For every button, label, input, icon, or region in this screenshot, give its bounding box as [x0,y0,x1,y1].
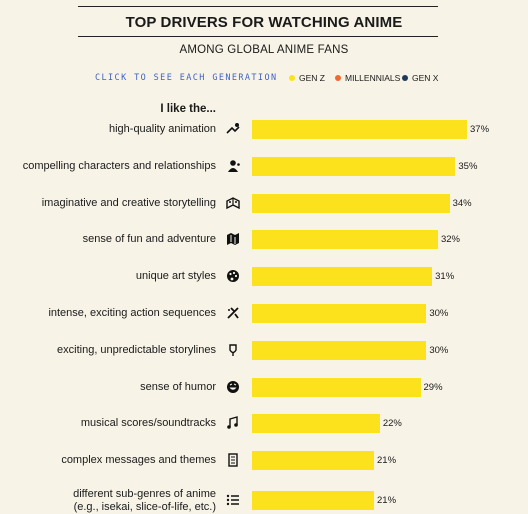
bar-value-label: 34% [452,197,472,209]
chart-subtitle: AMONG GLOBAL ANIME FANS [179,44,349,56]
bar[interactable] [252,156,456,176]
bar-value-label: 21% [377,495,397,506]
legend-label-gen-z: GEN Z [299,73,325,83]
bar[interactable] [252,304,427,323]
bar-value-label: 22% [382,418,402,430]
bar-category-label: unique art styles [136,270,216,283]
action-icon [226,306,240,320]
list-icon [226,493,240,507]
bar[interactable] [252,377,421,397]
music-icon [226,416,240,430]
bar-category-label-line: different sub-genres of anime [73,488,216,500]
bar-value-label: 32% [440,234,460,246]
bar[interactable] [252,230,438,250]
scroll-icon [226,453,240,467]
legend-dot-gen-x [402,75,408,81]
bar-category-label-line: sense of humor [140,380,216,393]
bar-value-label: 30% [429,308,449,319]
bar-category-label: high-quality animation [109,123,216,136]
bar-category-label: imaginative and creative storytelling [42,197,216,210]
bar-category-label-line: unique art styles [135,270,216,283]
storytelling-icon [226,196,240,210]
bar-category-label: intense, exciting action sequences [48,307,216,320]
legend-prompt[interactable]: CLICK TO SEE EACH GENERATION [95,73,278,83]
bar-category-label-line: (e.g., isekai, slice-of-life, etc.) [73,501,216,513]
bar[interactable] [252,267,433,287]
bar-value-label: 30% [429,344,449,356]
bar-category-label: different sub-genres of anime (e.g., isek… [73,488,216,514]
bar[interactable] [252,120,467,139]
bar[interactable] [252,491,375,510]
legend-label-gen-x: GEN X [412,73,439,83]
legend-label-millennials: MILLENNIALS [345,73,401,83]
characters-icon [226,159,240,173]
bar-category-label-line: sense of fun and adventure [82,233,216,246]
top-rule [78,6,438,7]
twist-icon [226,343,240,357]
legend-dot-millennials [335,75,341,81]
bar-category-label: sense of fun and adventure [83,233,216,246]
bar-category-label-line: intense, exciting action sequences [48,307,216,319]
bar-category-label-line: exciting, unpredictable storylines [57,343,216,356]
laugh-icon [226,380,240,394]
row-header-label: I like the... [160,103,216,115]
palette-icon [226,269,240,283]
bar[interactable] [252,340,427,360]
bar-category-label: exciting, unpredictable storylines [57,344,216,357]
map-icon [226,232,240,246]
bar-category-label: musical scores/soundtracks [81,417,216,430]
bar-value-label: 31% [435,271,455,283]
legend: CLICK TO SEE EACH GENERATION GEN Z MILLE… [0,72,528,86]
bar-category-label: sense of humor [140,381,216,394]
bar-value-label: 37% [470,124,490,135]
bar-value-label: 35% [458,160,478,172]
chart-title: TOP DRIVERS FOR WATCHING ANIME [125,14,403,31]
animation-icon [226,122,240,136]
bar-value-label: 29% [423,381,443,393]
bar-category-label-line: imaginative and creative storytelling [41,196,216,209]
bar-category-label-line: compelling characters and relationships [22,159,216,172]
bar-category-label: compelling characters and relationships [23,160,216,173]
bar-category-label: complex messages and themes [61,454,216,467]
bar-category-label-line: musical scores/soundtracks [80,417,216,430]
bar[interactable] [252,414,380,434]
title-rule [78,36,438,37]
legend-dot-gen-z [289,75,295,81]
bar-value-label: 21% [377,455,397,467]
bar-category-label-line: complex messages and themes [61,454,216,467]
bar-category-label-line: high-quality animation [108,123,216,135]
bar[interactable] [252,451,375,471]
bar[interactable] [252,193,450,213]
